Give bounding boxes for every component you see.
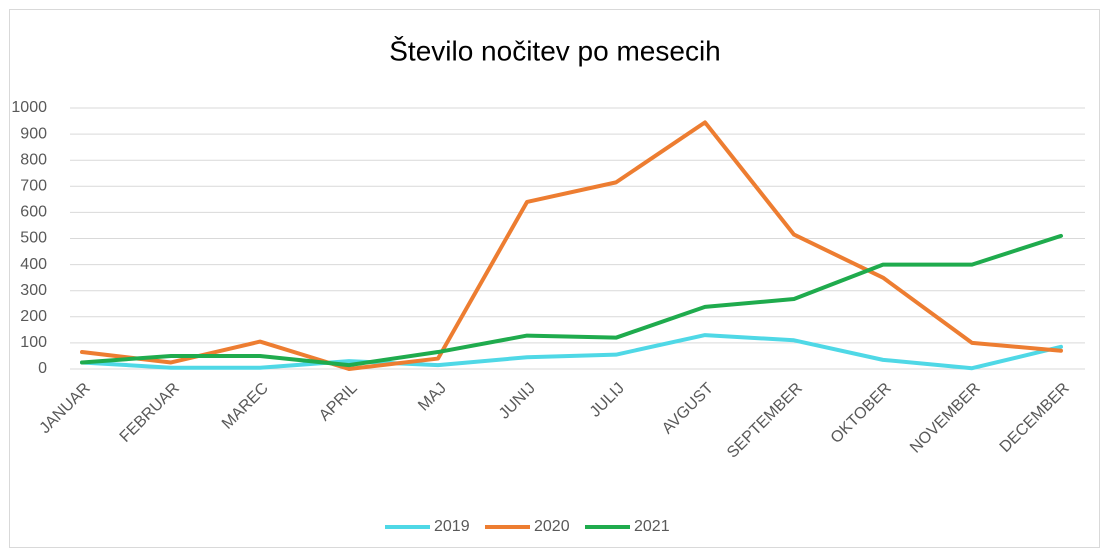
y-tick-label: 200	[20, 308, 47, 325]
legend-label: 2020	[534, 518, 570, 535]
y-tick-label: 100	[20, 334, 47, 351]
line-series	[80, 333, 1063, 371]
y-tick-label: 400	[20, 256, 47, 273]
line-series	[80, 233, 1063, 368]
y-tick-label: 600	[20, 204, 47, 221]
legend-label: 2021	[634, 518, 670, 535]
y-tick-label: 800	[20, 151, 47, 168]
y-tick-label: 0	[38, 360, 47, 377]
chart-title: Število nočitev po mesecih	[389, 35, 721, 66]
y-tick-label: 500	[20, 230, 47, 247]
y-tick-label: 900	[20, 125, 47, 142]
y-tick-label: 700	[20, 178, 47, 195]
y-tick-label: 1000	[11, 99, 47, 116]
y-tick-label: 300	[20, 282, 47, 299]
legend-label: 2019	[434, 518, 470, 535]
chart-frame	[9, 9, 1100, 548]
line-series	[80, 120, 1063, 371]
